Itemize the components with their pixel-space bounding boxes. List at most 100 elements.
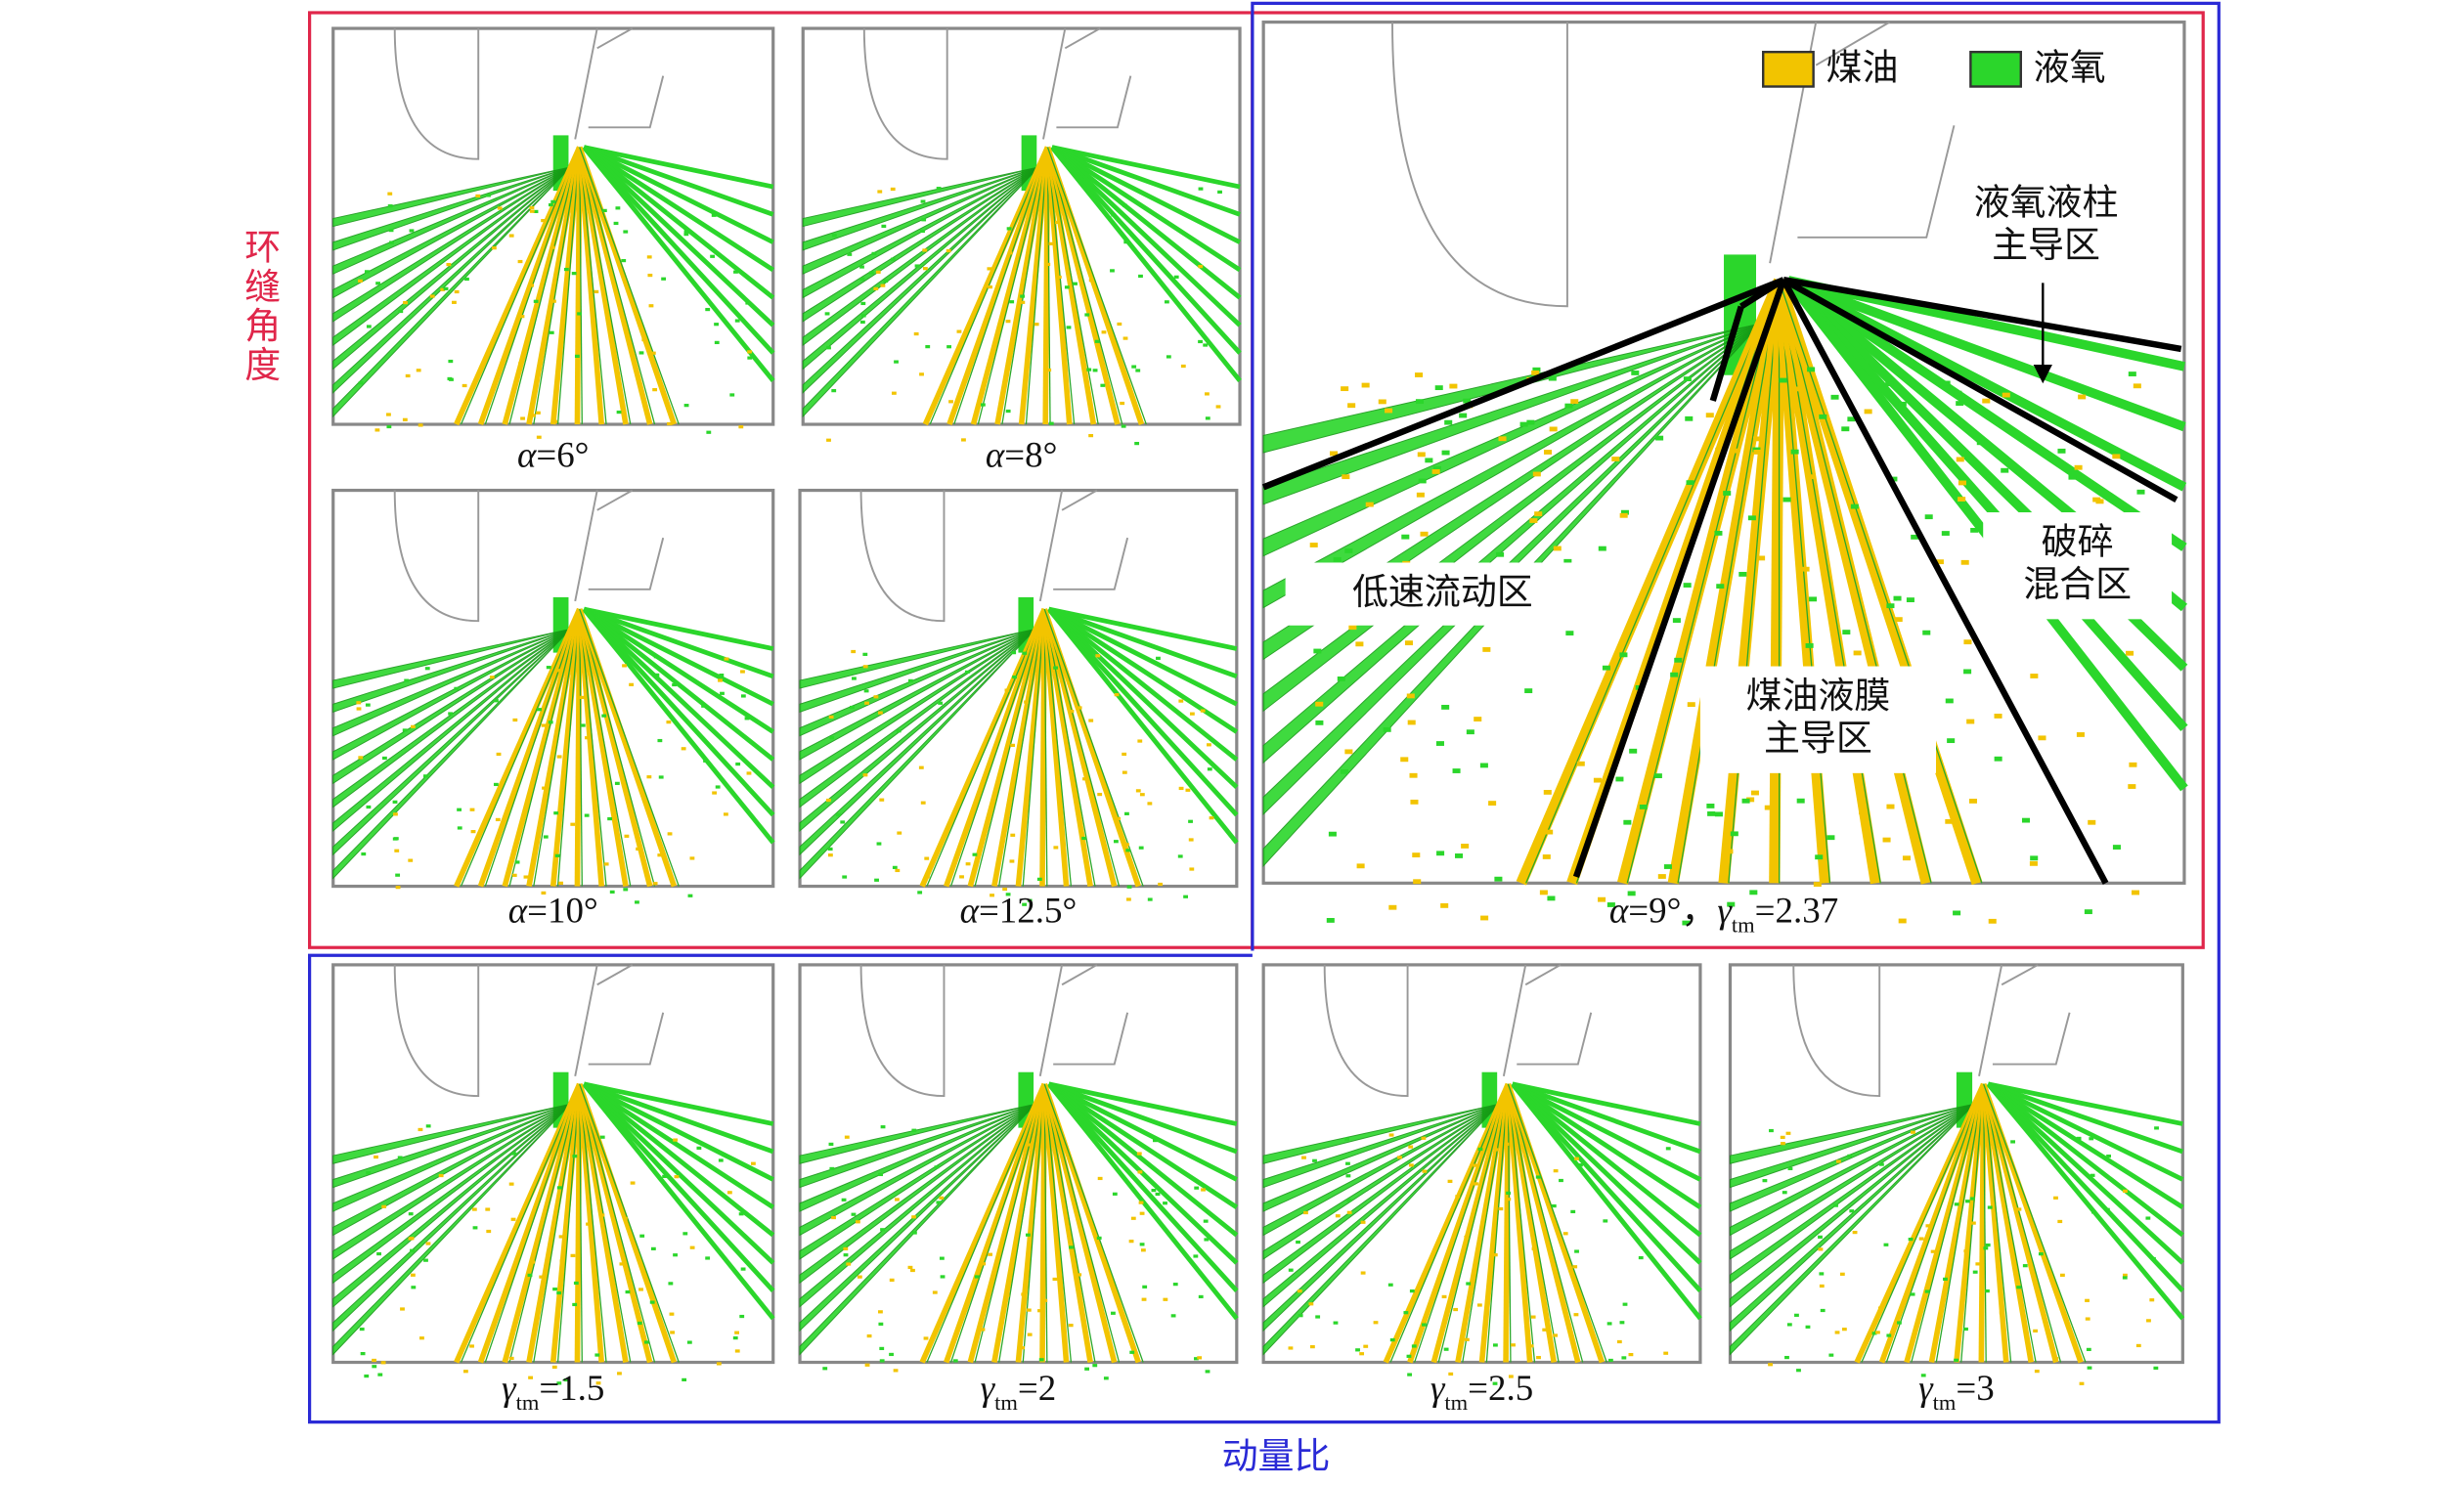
droplet xyxy=(1492,1381,1498,1385)
droplet xyxy=(382,756,387,761)
lox-sheet xyxy=(1047,1082,1239,1238)
droplet xyxy=(710,254,716,258)
droplet xyxy=(375,282,380,285)
kerosene-film xyxy=(1774,279,1932,885)
droplet xyxy=(1606,902,1615,907)
droplet xyxy=(2068,474,2077,480)
droplet xyxy=(672,682,677,687)
droplet xyxy=(1431,469,1440,474)
kerosene-edge xyxy=(1022,1083,1045,1363)
droplet xyxy=(1796,798,1805,804)
injector-outline xyxy=(1792,964,1881,1098)
droplet xyxy=(2084,909,2092,915)
droplet xyxy=(622,664,627,668)
lox-sheet xyxy=(583,1081,774,1182)
droplet xyxy=(1461,844,1470,849)
kerosene-edge xyxy=(1778,280,1881,884)
droplet xyxy=(1551,1203,1557,1208)
panel-caption: α=6° xyxy=(517,435,590,475)
droplet xyxy=(1549,426,1558,432)
droplet xyxy=(1203,1219,1209,1223)
lox-sheet xyxy=(583,145,774,217)
droplet xyxy=(1134,442,1140,446)
droplet xyxy=(2091,1210,2096,1214)
droplet xyxy=(1531,370,1540,375)
droplet xyxy=(2095,499,2104,504)
droplet xyxy=(389,240,394,244)
droplet xyxy=(1217,190,1222,194)
droplet xyxy=(1077,706,1082,710)
lox-sheet xyxy=(582,607,775,734)
post-outline xyxy=(574,964,665,1076)
kerosene-edge xyxy=(579,1083,607,1363)
droplet xyxy=(615,206,621,210)
kerosene-edge xyxy=(1728,280,1781,884)
droplet xyxy=(1826,835,1835,841)
kerosene-edge xyxy=(1043,1083,1096,1363)
droplet xyxy=(1534,511,1543,517)
lox-sheet xyxy=(1047,1081,1239,1209)
droplet xyxy=(1129,1350,1135,1354)
droplet xyxy=(1920,1374,1926,1377)
droplet xyxy=(1048,421,1054,425)
droplet xyxy=(1197,1356,1203,1360)
droplet xyxy=(1045,262,1051,267)
droplet xyxy=(1388,1133,1394,1137)
droplet xyxy=(386,413,391,416)
droplet xyxy=(1686,480,1694,486)
kerosene-film xyxy=(1878,1082,1987,1364)
droplet xyxy=(1753,450,1762,455)
droplet xyxy=(2074,464,2083,470)
droplet xyxy=(1983,1246,1989,1250)
droplet xyxy=(1578,1163,1583,1167)
droplet xyxy=(1064,285,1070,289)
droplet xyxy=(669,1312,675,1316)
droplet xyxy=(1009,859,1015,863)
kerosene-edge xyxy=(926,608,1045,887)
droplet xyxy=(1806,474,1815,480)
droplet xyxy=(1819,414,1827,419)
droplet xyxy=(920,229,925,234)
droplet xyxy=(682,1377,687,1381)
kerosene-edge xyxy=(1046,147,1076,425)
droplet xyxy=(1346,1210,1352,1214)
droplet xyxy=(1337,677,1345,681)
lox-sheet xyxy=(799,1103,1036,1189)
droplet xyxy=(2149,1298,2155,1302)
droplet xyxy=(1333,1321,1339,1325)
droplet xyxy=(917,891,923,895)
droplet xyxy=(376,1251,381,1256)
droplet xyxy=(1963,1252,1969,1257)
droplet xyxy=(1574,1157,1579,1160)
droplet xyxy=(1532,367,1541,372)
momentum-group-frame xyxy=(308,1,2221,1424)
droplet xyxy=(552,1288,557,1291)
droplet xyxy=(1296,1240,1300,1245)
droplet xyxy=(739,1314,745,1319)
droplet xyxy=(394,849,400,852)
droplet xyxy=(1173,275,1179,279)
droplet xyxy=(636,847,641,852)
droplet xyxy=(1455,853,1464,858)
droplet xyxy=(424,667,430,671)
lox-sheet xyxy=(799,628,1036,832)
region-boundary xyxy=(1781,278,2109,885)
droplet xyxy=(1616,1339,1622,1344)
droplet xyxy=(1404,640,1413,646)
droplet xyxy=(1874,1331,1880,1334)
droplet xyxy=(914,264,920,268)
kerosene-film xyxy=(477,608,583,888)
droplet xyxy=(1859,809,1868,815)
droplet xyxy=(1611,457,1620,461)
droplet xyxy=(667,421,672,426)
droplet xyxy=(1443,1347,1449,1351)
droplet xyxy=(508,234,514,238)
droplet xyxy=(1494,876,1503,882)
droplet xyxy=(878,711,883,715)
droplet xyxy=(1288,1268,1294,1272)
lox-sheet xyxy=(799,628,1036,737)
kerosene-film xyxy=(502,1083,583,1364)
kerosene-edge xyxy=(579,608,656,887)
droplet xyxy=(629,682,635,686)
lox-sheet xyxy=(582,145,775,300)
